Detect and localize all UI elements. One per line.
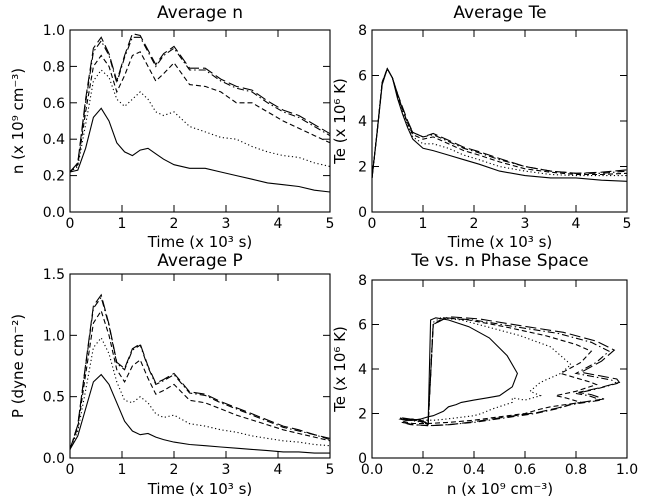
- series-solid-line: [398, 317, 519, 426]
- x-tick-label: 3: [521, 216, 530, 232]
- x-tick-label: 1: [118, 216, 127, 232]
- x-tick-label: 5: [326, 216, 335, 232]
- x-tick-label: 0: [368, 216, 377, 232]
- y-tick-label: 0: [358, 205, 367, 221]
- x-tick-label: 5: [326, 462, 335, 478]
- series-short-dash-line: [69, 51, 331, 173]
- series-dot-dash-line: [69, 36, 331, 173]
- x-tick-label: 1: [118, 462, 127, 478]
- y-tick-label: 6: [358, 318, 367, 334]
- series-short-dash-line: [69, 309, 331, 450]
- y-tick-label: 8: [358, 23, 367, 39]
- series-dotted-line: [69, 69, 331, 173]
- panel-average-te: Average Te Time (x 10³ s) Te (x 10⁶ K) 0…: [331, 3, 631, 251]
- series-long-dash-line: [401, 316, 621, 427]
- y-tick-label: 6: [358, 69, 367, 85]
- x-tick-label: 1.0: [616, 462, 638, 478]
- y-tick-label: 2: [358, 160, 367, 176]
- y-tick-label: 0.8: [43, 59, 65, 75]
- y-tick-label: 2: [358, 407, 367, 423]
- x-tick-label: 2: [170, 216, 179, 232]
- x-axis-label: Time (x 10³ s): [447, 233, 553, 251]
- y-axis-label: Te (x 10⁶ K): [331, 326, 349, 413]
- y-axis-label: Te (x 10⁶ K): [331, 78, 349, 165]
- series-solid-line: [69, 107, 331, 193]
- x-tick-label: 1: [419, 216, 428, 232]
- x-tick-label: 3: [222, 462, 231, 478]
- chart-title: Average P: [157, 251, 242, 271]
- y-axis-label: P (dyne cm⁻²): [9, 314, 27, 418]
- plot-frame: [371, 279, 628, 459]
- y-tick-label: 1.0: [43, 328, 65, 344]
- series-dot-dash-line: [69, 296, 331, 450]
- plot-frame: [69, 273, 331, 459]
- panel-average-n: Average n Time (x 10³ s) n (x 10⁹ cm⁻³) …: [9, 3, 334, 251]
- x-tick-label: 4: [274, 462, 283, 478]
- y-tick-label: 0.2: [43, 169, 65, 185]
- panel-phase-space: Te vs. n Phase Space n (x 10⁹ cm⁻³) Te (…: [331, 251, 638, 498]
- x-tick-label: 0: [66, 462, 75, 478]
- series-short-dash-line: [371, 67, 628, 178]
- series-dot-dash-line: [401, 317, 619, 427]
- x-tick-label: 0.4: [463, 462, 485, 478]
- x-tick-label: 0.2: [412, 462, 434, 478]
- x-tick-label: 5: [623, 216, 632, 232]
- y-tick-label: 0.0: [43, 451, 65, 467]
- x-axis-label: Time (x 10³ s): [147, 480, 253, 498]
- chart-title: Average n: [157, 3, 243, 23]
- plot-frame: [69, 29, 331, 213]
- x-tick-label: 0.0: [361, 462, 383, 478]
- y-tick-label: 8: [358, 273, 367, 289]
- y-tick-label: 4: [358, 362, 367, 378]
- series-solid-line: [371, 67, 628, 182]
- y-tick-label: 1.5: [43, 267, 65, 283]
- y-tick-label: 0.6: [43, 96, 65, 112]
- chart-title: Te vs. n Phase Space: [410, 251, 588, 271]
- series-short-dash-line: [402, 317, 598, 426]
- y-tick-label: 0: [358, 451, 367, 467]
- x-tick-label: 3: [222, 216, 231, 232]
- y-axis-label: n (x 10⁹ cm⁻³): [9, 68, 27, 174]
- chart-title: Average Te: [453, 3, 546, 23]
- series-dotted-line: [399, 317, 572, 426]
- x-tick-label: 2: [470, 216, 479, 232]
- x-tick-label: 0: [66, 216, 75, 232]
- series-long-dash-line: [69, 32, 331, 173]
- x-tick-label: 0.8: [565, 462, 587, 478]
- panel-average-p: Average P Time (x 10³ s) P (dyne cm⁻²) 0…: [9, 251, 334, 498]
- series-dotted-line: [371, 67, 627, 178]
- series-solid-line: [69, 373, 330, 454]
- y-tick-label: 4: [358, 114, 367, 130]
- x-tick-label: 0.6: [514, 462, 536, 478]
- x-tick-label: 4: [274, 216, 283, 232]
- x-axis-label: Time (x 10³ s): [147, 233, 253, 251]
- y-tick-label: 1.0: [43, 23, 65, 39]
- series-long-dash-line: [371, 67, 628, 178]
- series-long-dash-line: [69, 293, 331, 450]
- y-tick-label: 0.0: [43, 205, 65, 221]
- y-tick-label: 0.4: [43, 132, 65, 148]
- y-tick-label: 0.5: [43, 390, 65, 406]
- x-tick-label: 4: [572, 216, 581, 232]
- plot-frame: [371, 29, 628, 213]
- x-tick-label: 2: [170, 462, 179, 478]
- x-axis-label: n (x 10⁹ cm⁻³): [447, 480, 553, 498]
